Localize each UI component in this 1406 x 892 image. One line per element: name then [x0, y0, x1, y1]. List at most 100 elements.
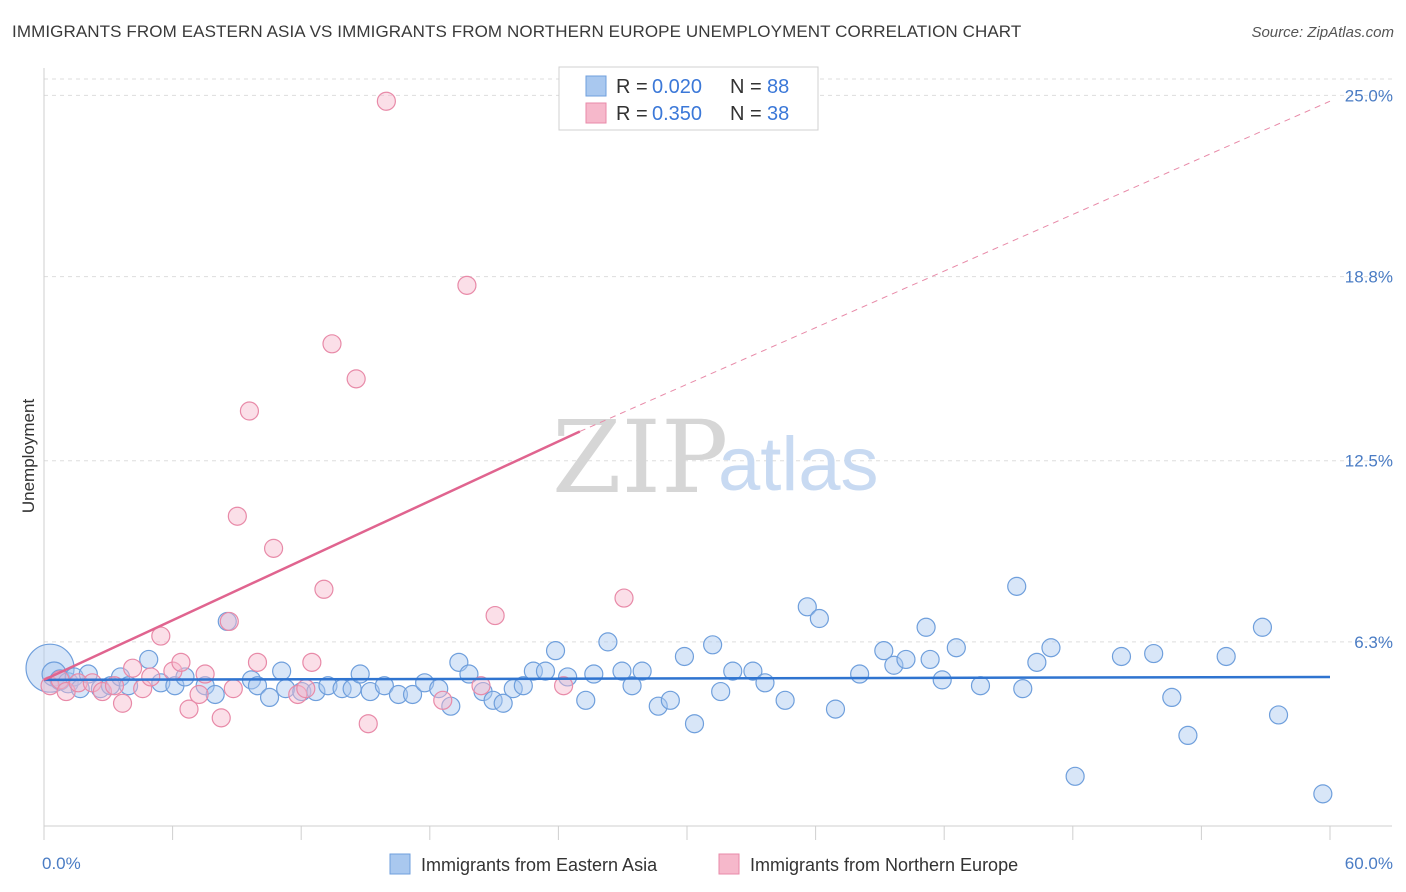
point-eastern-asia-25 [318, 676, 338, 696]
point-eastern-asia-40 [493, 693, 513, 713]
point-eastern-asia-30 [374, 676, 394, 696]
legend-n-value-1: 38 [767, 103, 789, 125]
point-eastern-asia-56 [684, 714, 705, 734]
point-northern-europe-34 [471, 676, 491, 696]
point-northern-europe-14 [179, 699, 199, 719]
point-northern-europe-7 [112, 693, 133, 713]
point-northern-europe-32 [433, 690, 453, 710]
point-eastern-asia-32 [402, 684, 423, 705]
legend-swatch-blue [585, 75, 607, 97]
point-eastern-asia-57 [703, 635, 723, 655]
point-northern-europe-35 [485, 605, 505, 626]
point-eastern-asia-71 [920, 649, 940, 670]
point-eastern-asia-44 [535, 661, 556, 681]
point-eastern-asia-70 [916, 617, 936, 637]
point-eastern-asia-81 [1144, 643, 1164, 664]
legend-r-value-1: 0.350 [652, 103, 702, 125]
point-eastern-asia-61 [755, 673, 775, 693]
point-eastern-asia-82 [1162, 687, 1182, 708]
watermark-zip: ZIP [552, 399, 728, 516]
point-eastern-asia-87 [1313, 784, 1333, 804]
point-northern-europe-30 [358, 714, 378, 734]
series-legend: Immigrants from Eastern Asia Immigrants … [389, 853, 1018, 875]
point-eastern-asia-11 [139, 649, 159, 670]
point-northern-europe-26 [302, 652, 322, 672]
bottom-legend-swatch-pink [718, 853, 740, 875]
point-eastern-asia-16 [205, 684, 225, 705]
watermark-atlas: atlas [718, 422, 879, 507]
point-eastern-asia-74 [970, 676, 991, 696]
legend-r-value-0: 0.020 [652, 76, 702, 98]
point-northern-europe-17 [211, 708, 231, 728]
point-eastern-asia-42 [513, 676, 533, 696]
point-eastern-asia-63 [797, 597, 817, 617]
point-northern-europe-13 [171, 652, 191, 672]
point-eastern-asia-73 [946, 638, 966, 658]
point-eastern-asia-48 [584, 664, 604, 684]
point-eastern-asia-77 [1027, 652, 1047, 672]
axes [43, 68, 1392, 840]
bottom-legend-label-0: Immigrants from Eastern Asia [421, 855, 658, 875]
point-northern-europe-19 [219, 611, 239, 632]
point-eastern-asia-19 [247, 676, 268, 696]
point-northern-europe-31 [376, 91, 396, 111]
trendline-eastern-asia [43, 675, 1331, 682]
y-tick-label-1: 12.5% [1345, 452, 1393, 471]
x-tick-label-0: 0.0% [42, 854, 81, 873]
point-northern-europe-22 [247, 652, 268, 672]
point-northern-europe-28 [322, 334, 342, 354]
point-eastern-asia-68 [884, 655, 904, 675]
point-eastern-asia-54 [660, 690, 680, 710]
trendline-northern-europe-extrapolated [579, 100, 1331, 432]
y-tick-label-3: 25.0% [1345, 86, 1393, 105]
y-tick-label-2: 18.8% [1345, 268, 1393, 287]
point-eastern-asia-29 [360, 681, 380, 702]
point-northern-europe-5 [92, 681, 113, 702]
bottom-legend-label-1: Immigrants from Northern Europe [750, 855, 1018, 875]
chart-title: IMMIGRANTS FROM EASTERN ASIA VS IMMIGRAN… [12, 22, 1022, 41]
trendlines [43, 100, 1331, 682]
point-eastern-asia-69 [896, 649, 916, 670]
point-eastern-asia-83 [1178, 725, 1198, 746]
point-northern-europe-3 [68, 673, 88, 693]
point-eastern-asia-66 [850, 664, 870, 684]
legend-n-label-0: N = [730, 76, 762, 98]
point-eastern-asia-62 [775, 690, 795, 710]
point-eastern-asia-50 [612, 661, 632, 681]
point-eastern-asia-20 [259, 687, 280, 708]
point-northern-europe-10 [141, 667, 161, 687]
point-eastern-asia-79 [1065, 766, 1085, 786]
trendline-northern-europe [43, 430, 581, 682]
point-northern-europe-8 [123, 658, 143, 678]
point-eastern-asia-47 [576, 690, 596, 710]
point-northern-europe-37 [614, 588, 634, 608]
point-northern-europe-20 [227, 506, 247, 526]
point-northern-europe-18 [223, 679, 243, 699]
y-axis-label: Unemployment [19, 399, 38, 514]
legend-n-label-1: N = [730, 103, 762, 125]
legend-r-label-1: R = [616, 103, 648, 125]
point-eastern-asia-31 [388, 684, 409, 705]
point-eastern-asia-52 [632, 661, 652, 681]
y-tick-label-0: 6.3% [1354, 633, 1393, 652]
point-eastern-asia-14 [175, 667, 195, 687]
point-eastern-asia-59 [723, 661, 743, 681]
point-northern-europe-36 [553, 676, 574, 696]
point-eastern-asia-45 [545, 641, 566, 661]
legend-swatch-pink [585, 102, 607, 124]
point-eastern-asia-85 [1252, 617, 1273, 637]
point-eastern-asia-51 [622, 676, 642, 696]
gridlines [44, 78, 1392, 643]
point-eastern-asia-78 [1041, 638, 1061, 658]
legend-n-value-0: 88 [767, 76, 789, 98]
point-eastern-asia-75 [1007, 576, 1027, 596]
chart-source: Source: ZipAtlas.com [1251, 24, 1394, 41]
point-northern-europe-21 [239, 401, 260, 421]
point-eastern-asia-67 [874, 641, 894, 661]
point-northern-europe-15 [189, 684, 209, 705]
point-eastern-asia-49 [598, 632, 618, 652]
series-eastern-asia-points [25, 576, 1333, 804]
bottom-legend-swatch-blue [389, 853, 411, 875]
point-eastern-asia-12 [151, 673, 171, 693]
